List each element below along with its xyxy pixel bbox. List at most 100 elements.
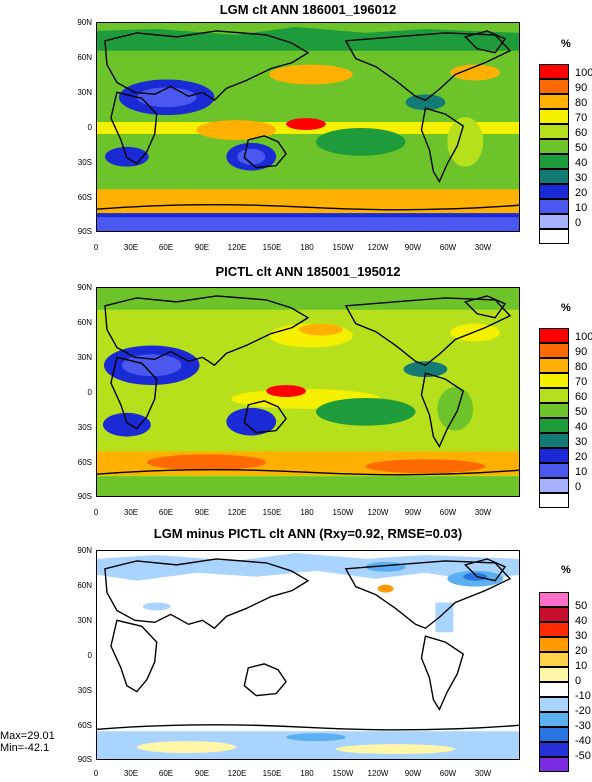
legend-value: -20 [575,705,591,717]
legend-swatch [539,79,569,94]
xlabel: 60W [439,769,457,778]
legend-swatch [539,139,569,154]
legend-unit: % [561,564,571,576]
xlabel: 180 [300,243,314,252]
legend-swatch [539,214,569,229]
ylabel-60n: 60N [77,318,92,327]
ylabel-90s: 90S [77,755,92,764]
xlabel: 0 [93,243,99,252]
legend-diff: % 50 40 30 20 10 0 -10 -20 -30 -40 -50 [539,564,591,772]
ylabel-90n: 90N [77,18,92,27]
legend-swatch [539,229,569,244]
legend-swatch [539,493,569,508]
legend-value: 40 [575,421,588,433]
xlabel: 180 [300,508,314,517]
panel-diff: LGM minus PICTL clt ANN (Rxy=0.92, RMSE=… [0,524,592,782]
legend-value: -40 [575,735,591,747]
xlabel: 0 [93,769,99,778]
legend-value: 40 [575,157,588,169]
legend-swatch [539,109,569,124]
legend-value: -30 [575,720,591,732]
ylabel-30s: 30S [77,158,92,167]
xlabel: 30W [474,769,492,778]
xlabel: 150E [262,508,282,517]
legend-value: 80 [575,97,588,109]
legend-swatch [539,169,569,184]
xlabel: 120E [227,508,247,517]
ylabel-0: 0 [87,388,92,397]
legend-value: 50 [575,142,588,154]
legend-value: 10 [575,202,588,214]
stats: Max=29.01 Min=-42.1 [0,730,55,754]
panel-title: PICTL clt ANN 185001_195012 [215,264,401,279]
legend-value: 80 [575,361,588,373]
legend-value: -10 [575,690,591,702]
legend-value: 100 [575,67,592,79]
xlabel: 60W [439,508,457,517]
legend-value: 70 [575,112,588,124]
map-diff [96,550,520,760]
legend-swatch [539,358,569,373]
xlabel: 180 [300,769,314,778]
legend-swatch [539,652,569,667]
xlabel: 30E [123,508,139,517]
legend-lgm: % 100 90 80 70 60 50 40 30 20 10 0 [539,38,592,244]
ylabel-30n: 30N [77,353,92,362]
ylabel-60n: 60N [77,53,92,62]
map-pictl-svg [97,288,519,496]
legend-swatch [539,607,569,622]
xlabel: 150W [332,243,354,252]
legend-swatch [539,727,569,742]
legend-swatch [539,433,569,448]
legend-swatch [539,757,569,772]
xlabel: 150E [262,243,282,252]
panel-pictl: PICTL clt ANN 185001_195012 [0,262,592,524]
xlabel: 60E [158,769,174,778]
xlabel: 30W [474,243,492,252]
map-lgm-svg [97,23,519,231]
ylabel-60s: 60S [77,721,92,730]
legend-value: 30 [575,172,588,184]
panel-lgm: LGM clt ANN 186001_196012 [0,0,592,262]
legend-swatch [539,94,569,109]
legend-value: 10 [575,466,588,478]
legend-swatch [539,448,569,463]
legend-value: 70 [575,376,588,388]
panel-title: LGM clt ANN 186001_196012 [219,2,397,17]
legend-value: 60 [575,127,588,139]
legend-value: 0 [575,675,582,687]
legend-swatch [539,592,569,607]
legend-swatch [539,742,569,757]
legend-swatch [539,64,569,79]
xlabel: 30E [123,243,139,252]
xlabel: 120W [367,769,389,778]
xlabel: 120W [367,508,389,517]
ylabel-30n: 30N [77,616,92,625]
legend-swatch [539,637,569,652]
legend-swatch [539,682,569,697]
ylabel-60s: 60S [77,458,92,467]
ylabel-90s: 90S [77,227,92,236]
legend-value: 20 [575,645,588,657]
xlabel: 60E [158,243,174,252]
legend-swatch [539,184,569,199]
xlabel: 150W [332,508,354,517]
ylabel-60n: 60N [77,581,92,590]
legend-swatch [539,697,569,712]
xlabel: 0 [93,508,99,517]
legend-value: 0 [575,217,582,229]
legend-swatch [539,478,569,493]
stat-max: Max=29.01 [0,730,55,742]
xlabel: 90E [194,508,210,517]
map-diff-svg [97,551,519,759]
legend-pictl: % 100 90 80 70 60 50 40 30 20 10 0 [539,302,592,508]
legend-swatch [539,463,569,478]
xlabel: 60W [439,243,457,252]
legend-swatch [539,388,569,403]
map-lgm [96,22,520,232]
panel-title: LGM minus PICTL clt ANN (Rxy=0.92, RMSE=… [153,526,463,541]
xlabel: 120E [227,243,247,252]
legend-swatch [539,403,569,418]
legend-unit: % [561,38,571,50]
legend-value: 40 [575,615,588,627]
